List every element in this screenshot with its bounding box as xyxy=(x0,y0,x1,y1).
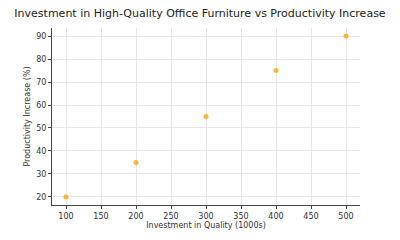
svg-text:30: 30 xyxy=(36,170,46,179)
svg-text:Investment in High-Quality Off: Investment in High-Quality Office Furnit… xyxy=(14,7,385,20)
svg-text:90: 90 xyxy=(36,32,46,41)
svg-text:80: 80 xyxy=(36,55,46,64)
svg-text:450: 450 xyxy=(303,212,318,221)
svg-text:40: 40 xyxy=(36,147,46,156)
svg-text:Investment in Quality (1000s): Investment in Quality (1000s) xyxy=(146,221,266,230)
svg-text:500: 500 xyxy=(338,212,353,221)
svg-text:200: 200 xyxy=(128,212,143,221)
svg-text:250: 250 xyxy=(163,212,178,221)
svg-text:150: 150 xyxy=(93,212,108,221)
svg-text:100: 100 xyxy=(58,212,73,221)
svg-text:Productivity Increase (%): Productivity Increase (%) xyxy=(23,66,32,166)
svg-text:300: 300 xyxy=(198,212,213,221)
svg-text:350: 350 xyxy=(233,212,248,221)
svg-text:70: 70 xyxy=(36,78,46,87)
svg-text:20: 20 xyxy=(36,193,46,202)
svg-text:400: 400 xyxy=(268,212,283,221)
svg-text:60: 60 xyxy=(36,101,46,110)
svg-text:50: 50 xyxy=(36,124,46,133)
